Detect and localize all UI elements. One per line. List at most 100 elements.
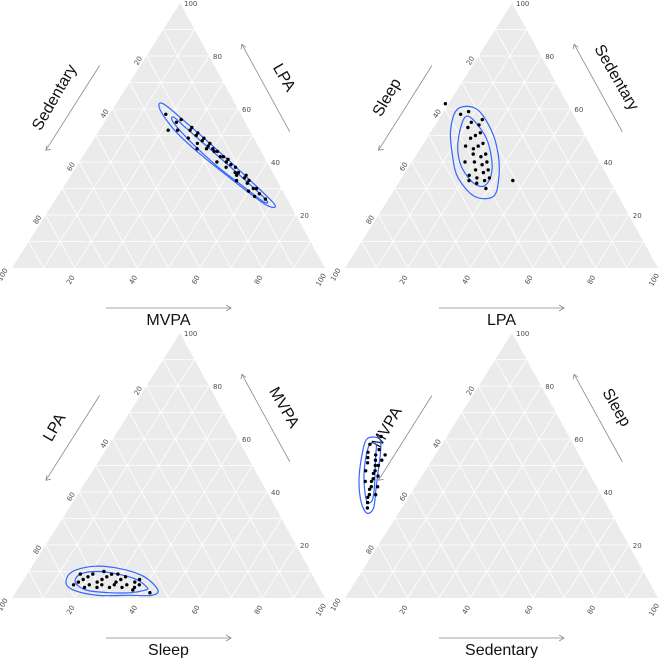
data-point: [186, 136, 190, 140]
right-axis-arrowhead: [240, 373, 247, 380]
data-point: [471, 152, 475, 156]
tick-label-left: 100: [329, 267, 343, 283]
gridline: [461, 412, 565, 599]
confidence-contour-1: [65, 565, 159, 597]
data-point: [221, 155, 226, 159]
data-point: [365, 506, 370, 510]
data-point: [226, 157, 230, 161]
bottom-axis-arrowhead: [558, 304, 565, 312]
data-point: [377, 447, 381, 452]
gridline: [532, 161, 600, 269]
tick-label-right: 20: [633, 542, 642, 550]
gridline: [375, 359, 527, 599]
data-point: [107, 585, 112, 590]
gridline: [394, 188, 440, 269]
tick-label-left: 40: [99, 108, 110, 120]
gridline: [62, 188, 107, 269]
data-point: [234, 178, 239, 183]
data-point: [100, 583, 104, 587]
data-point: [116, 572, 120, 576]
data-point: [374, 453, 378, 457]
data-point: [179, 117, 183, 122]
data-point: [364, 469, 368, 473]
data-point: [376, 474, 380, 478]
gridline: [293, 241, 311, 269]
data-point: [484, 186, 488, 191]
tick-label-bottom: 20: [65, 604, 76, 616]
data-point: [366, 495, 370, 499]
left-axis-title: Sedentary: [29, 62, 80, 134]
data-point: [131, 588, 135, 592]
right-axis-arrow: [241, 374, 291, 462]
right-axis-title: Sleep: [599, 386, 634, 430]
data-point: [109, 572, 114, 576]
ternary-panel-sedentary-lpa-mvpa: 20 20 20 40 40 40 60 60 60 80 80 80 100 100 100 Sedenta…: [0, 0, 328, 329]
data-point: [511, 178, 515, 183]
tick-label-right: 20: [300, 542, 309, 550]
right-axis-title: MVPA: [265, 384, 302, 431]
gridline: [595, 544, 630, 599]
data-point: [190, 125, 194, 130]
gridline: [361, 571, 377, 599]
gridline: [162, 359, 295, 599]
data-point: [215, 149, 220, 154]
data-point: [458, 112, 463, 117]
right-axis-arrowhead: [572, 43, 579, 50]
data-point: [102, 569, 106, 574]
data-point: [246, 189, 251, 193]
data-point: [148, 591, 152, 595]
gridline: [428, 135, 502, 269]
data-point: [200, 139, 204, 143]
gridline: [95, 135, 169, 269]
gridline: [293, 571, 311, 599]
data-point: [477, 123, 481, 127]
gridline: [411, 491, 471, 599]
data-point: [379, 434, 383, 439]
data-point: [194, 133, 198, 138]
tick-label-bottom: 60: [190, 274, 201, 286]
gridline: [105, 82, 224, 269]
data-point: [137, 583, 141, 587]
tick-label-right: 20: [633, 212, 642, 220]
tick-label-bottom: 100: [647, 602, 661, 618]
data-point: [224, 160, 228, 164]
gridline: [532, 491, 600, 599]
gridline: [262, 544, 297, 599]
data-point: [95, 585, 99, 590]
data-point: [468, 136, 473, 140]
tick-label-bottom: 60: [523, 274, 534, 286]
right-axis-arrowhead: [572, 373, 579, 380]
data-point: [380, 458, 384, 462]
tick-label-left: 40: [432, 438, 443, 450]
tick-label-bottom: 20: [65, 274, 76, 286]
tick-label-bottom: 60: [523, 604, 534, 616]
tick-label-bottom: 80: [253, 274, 264, 286]
data-point: [467, 173, 471, 177]
tick-label-left: 60: [66, 491, 77, 503]
data-point: [366, 455, 370, 460]
data-point: [235, 173, 239, 177]
data-point: [473, 133, 478, 138]
data-point: [195, 147, 199, 151]
tick-label-right: 60: [574, 106, 583, 114]
confidence-contour-2: [74, 570, 149, 594]
data-point: [373, 458, 378, 462]
data-point: [484, 152, 488, 156]
tick-label-left: 100: [0, 267, 10, 283]
tick-label-bottom: 100: [314, 602, 328, 618]
data-point: [481, 170, 486, 175]
confidence-contour-2: [457, 115, 493, 188]
gridline: [129, 82, 232, 269]
tick-label-right: 60: [242, 106, 251, 114]
data-point: [480, 117, 484, 122]
data-point: [86, 575, 90, 579]
data-point: [365, 500, 370, 505]
bottom-axis-arrowhead: [225, 304, 232, 312]
data-point: [196, 131, 200, 135]
gridline: [494, 359, 628, 599]
data-point: [481, 141, 485, 146]
data-point: [114, 580, 118, 584]
data-point: [211, 147, 215, 151]
bottom-axis-title: Sedentary: [465, 642, 538, 658]
